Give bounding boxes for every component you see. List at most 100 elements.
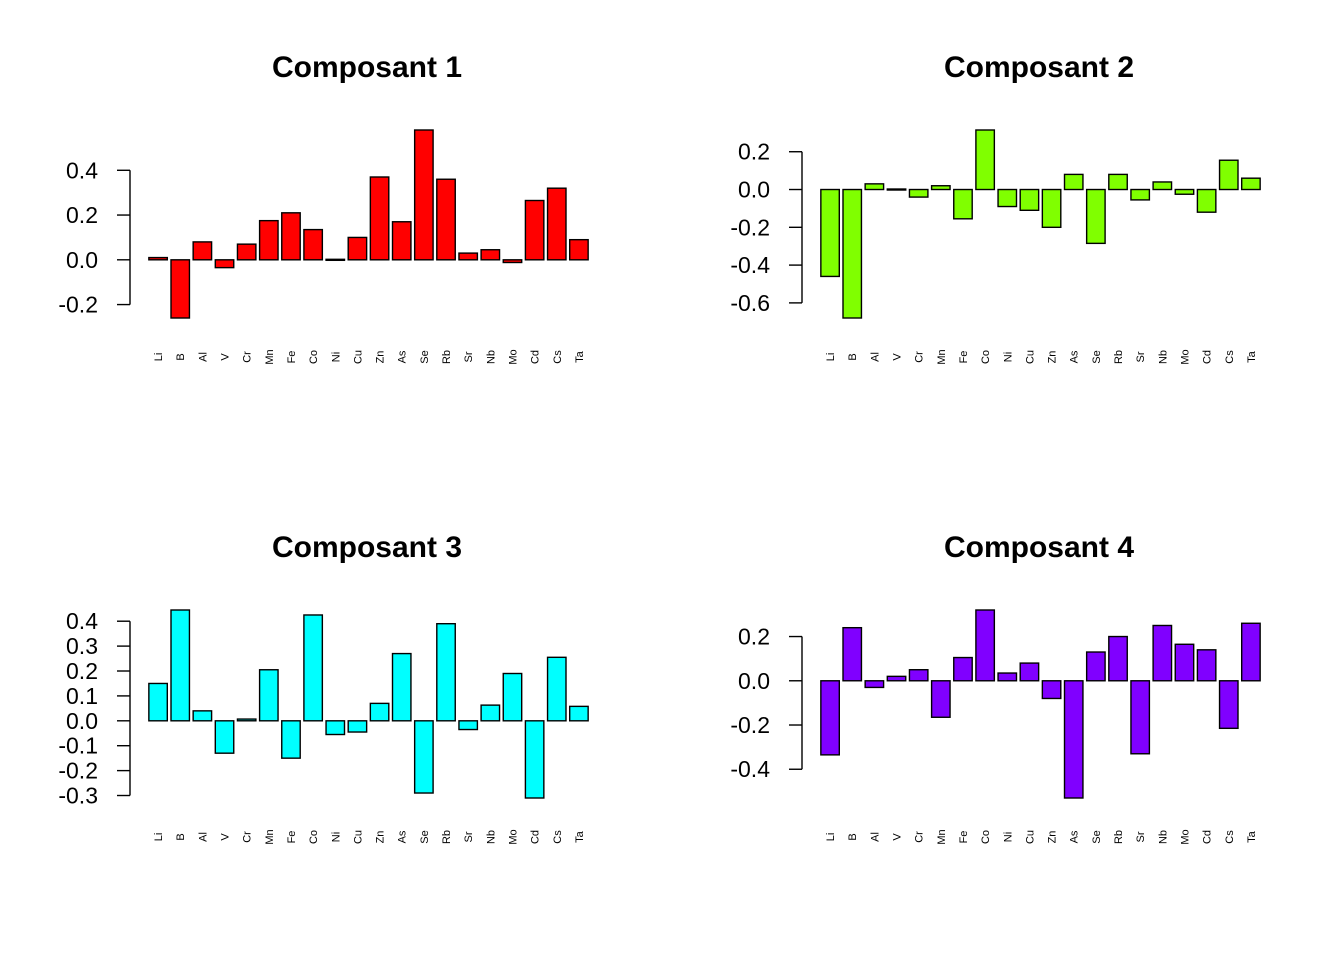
y-tick-label: 0.1 [66, 683, 98, 709]
bar-Cs [1218, 159, 1239, 191]
bar-Fe [281, 212, 301, 261]
x-tick-label: B [175, 833, 187, 840]
x-tick-label: Cr [242, 351, 254, 363]
bar-Mo [1174, 643, 1195, 682]
chart-title: Composant 2 [944, 51, 1134, 84]
x-tick-label: Cs [1224, 830, 1236, 844]
x-tick-label: Cr [242, 831, 254, 843]
x-tick-label: Nb [485, 830, 497, 844]
y-tick-label: -0.4 [730, 756, 770, 782]
x-tick-label: Rb [441, 350, 453, 364]
x-tick-label: Li [825, 353, 837, 362]
x-tick-label: V [220, 353, 232, 361]
x-tick-label: Mo [507, 349, 519, 364]
bar-V [886, 675, 907, 682]
bar-Cr [236, 718, 257, 722]
bar-B [842, 188, 863, 319]
x-tick-label: Cd [1202, 350, 1214, 364]
y-tick-label: 0.0 [738, 668, 770, 694]
y-tick-label: -0.6 [730, 290, 770, 316]
y-tick-label: -0.2 [730, 214, 770, 240]
bar-Co [303, 614, 324, 722]
x-tick-label: Sr [1135, 831, 1147, 842]
y-axis: -0.4 -0.2 0.0 0.2 [730, 624, 803, 782]
bar-Cr [908, 188, 929, 198]
bar-Cu [347, 720, 368, 733]
bar-As [1063, 173, 1084, 191]
x-tick-label: Mo [1179, 829, 1191, 844]
bar-Sr [458, 720, 479, 731]
x-tick-label: Sr [463, 831, 475, 842]
x-tick-label: Cu [352, 830, 364, 844]
bar-Zn [369, 176, 390, 261]
x-tick-label: Cr [914, 831, 926, 843]
bar-Li [820, 680, 840, 756]
bar-Rb [1108, 173, 1128, 191]
bar-V [214, 259, 235, 269]
x-tick-label: B [847, 353, 859, 360]
y-tick-label: 0.2 [738, 139, 770, 165]
bar-Rb [436, 623, 456, 722]
bar-Cu [347, 236, 368, 261]
x-tick-label: Cs [552, 830, 564, 844]
bar-Cd [524, 199, 545, 261]
x-tick-label: Se [419, 830, 431, 843]
x-tick-label: V [220, 833, 232, 841]
x-tick-label: Al [197, 352, 209, 362]
x-tick-label: V [892, 353, 904, 361]
bar-Rb [1108, 635, 1128, 682]
x-tick-label: Zn [1047, 351, 1059, 364]
x-tick-label: Cd [530, 830, 542, 844]
x-tick-label: Zn [375, 831, 387, 844]
y-tick-label: 0.0 [66, 708, 98, 734]
y-axis: -0.3-0.2-0.10.00.10.20.30.4 [58, 608, 131, 809]
bar-Al [864, 183, 885, 191]
bar-Cr [236, 243, 257, 261]
bar-Se [1085, 188, 1106, 245]
x-tick-label: Cu [352, 350, 364, 364]
y-tick-label: -0.4 [730, 252, 770, 278]
bar-As [1063, 680, 1084, 799]
x-tick-label: Rb [441, 830, 453, 844]
bar-Mo [1174, 188, 1195, 195]
bar-Nb [480, 249, 501, 261]
x-tick-label: Sr [1135, 351, 1147, 362]
x-tick-label: Ni [1002, 352, 1014, 362]
x-tick-label: Co [308, 350, 320, 364]
bar-Ni [325, 720, 346, 736]
bar-Cs [1218, 680, 1239, 730]
x-tick-label: Cr [914, 351, 926, 363]
x-tick-label: As [1069, 350, 1081, 363]
y-tick-label: 0.2 [738, 624, 770, 650]
bar-Ta [1240, 177, 1261, 191]
bar-Al [192, 710, 213, 722]
y-tick-label: 0.0 [738, 177, 770, 203]
bar-Cd [1196, 649, 1217, 682]
x-tick-label: Cs [1224, 350, 1236, 364]
bar-Zn [1041, 188, 1062, 229]
x-tick-label: Fe [958, 831, 970, 844]
x-tick-label: Nb [1157, 350, 1169, 364]
bar-B [170, 609, 191, 722]
x-tick-label: Cd [530, 350, 542, 364]
bar-Se [413, 129, 434, 261]
x-tick-label: Fe [286, 831, 298, 844]
chart-panel-2: Composant 2 Li B Al V Cr Mn Fe Co Ni Cu Zn As Se Rb Sr N… [730, 51, 1261, 365]
bar-Sr [1130, 188, 1151, 201]
x-tick-label: Nb [485, 350, 497, 364]
bar-Ni [997, 672, 1018, 682]
x-tick-label: Li [153, 353, 165, 362]
x-tick-label: Mn [936, 349, 948, 364]
x-tick-label: As [1069, 830, 1081, 843]
x-tick-label: Co [980, 350, 992, 364]
x-tick-label: Se [1091, 350, 1103, 363]
x-tick-label: Fe [958, 351, 970, 364]
bar-Cu [1019, 662, 1040, 682]
bar-As [391, 652, 412, 722]
bar-Nb [480, 704, 501, 722]
x-tick-label: Ta [574, 830, 586, 843]
y-axis: -0.6 -0.4 -0.2 0.0 0.2 [730, 139, 803, 316]
chart-panel-4: Composant 4 Li B Al V Cr Mn Fe Co Ni Cu Zn As Se Rb Sr N… [730, 531, 1261, 845]
